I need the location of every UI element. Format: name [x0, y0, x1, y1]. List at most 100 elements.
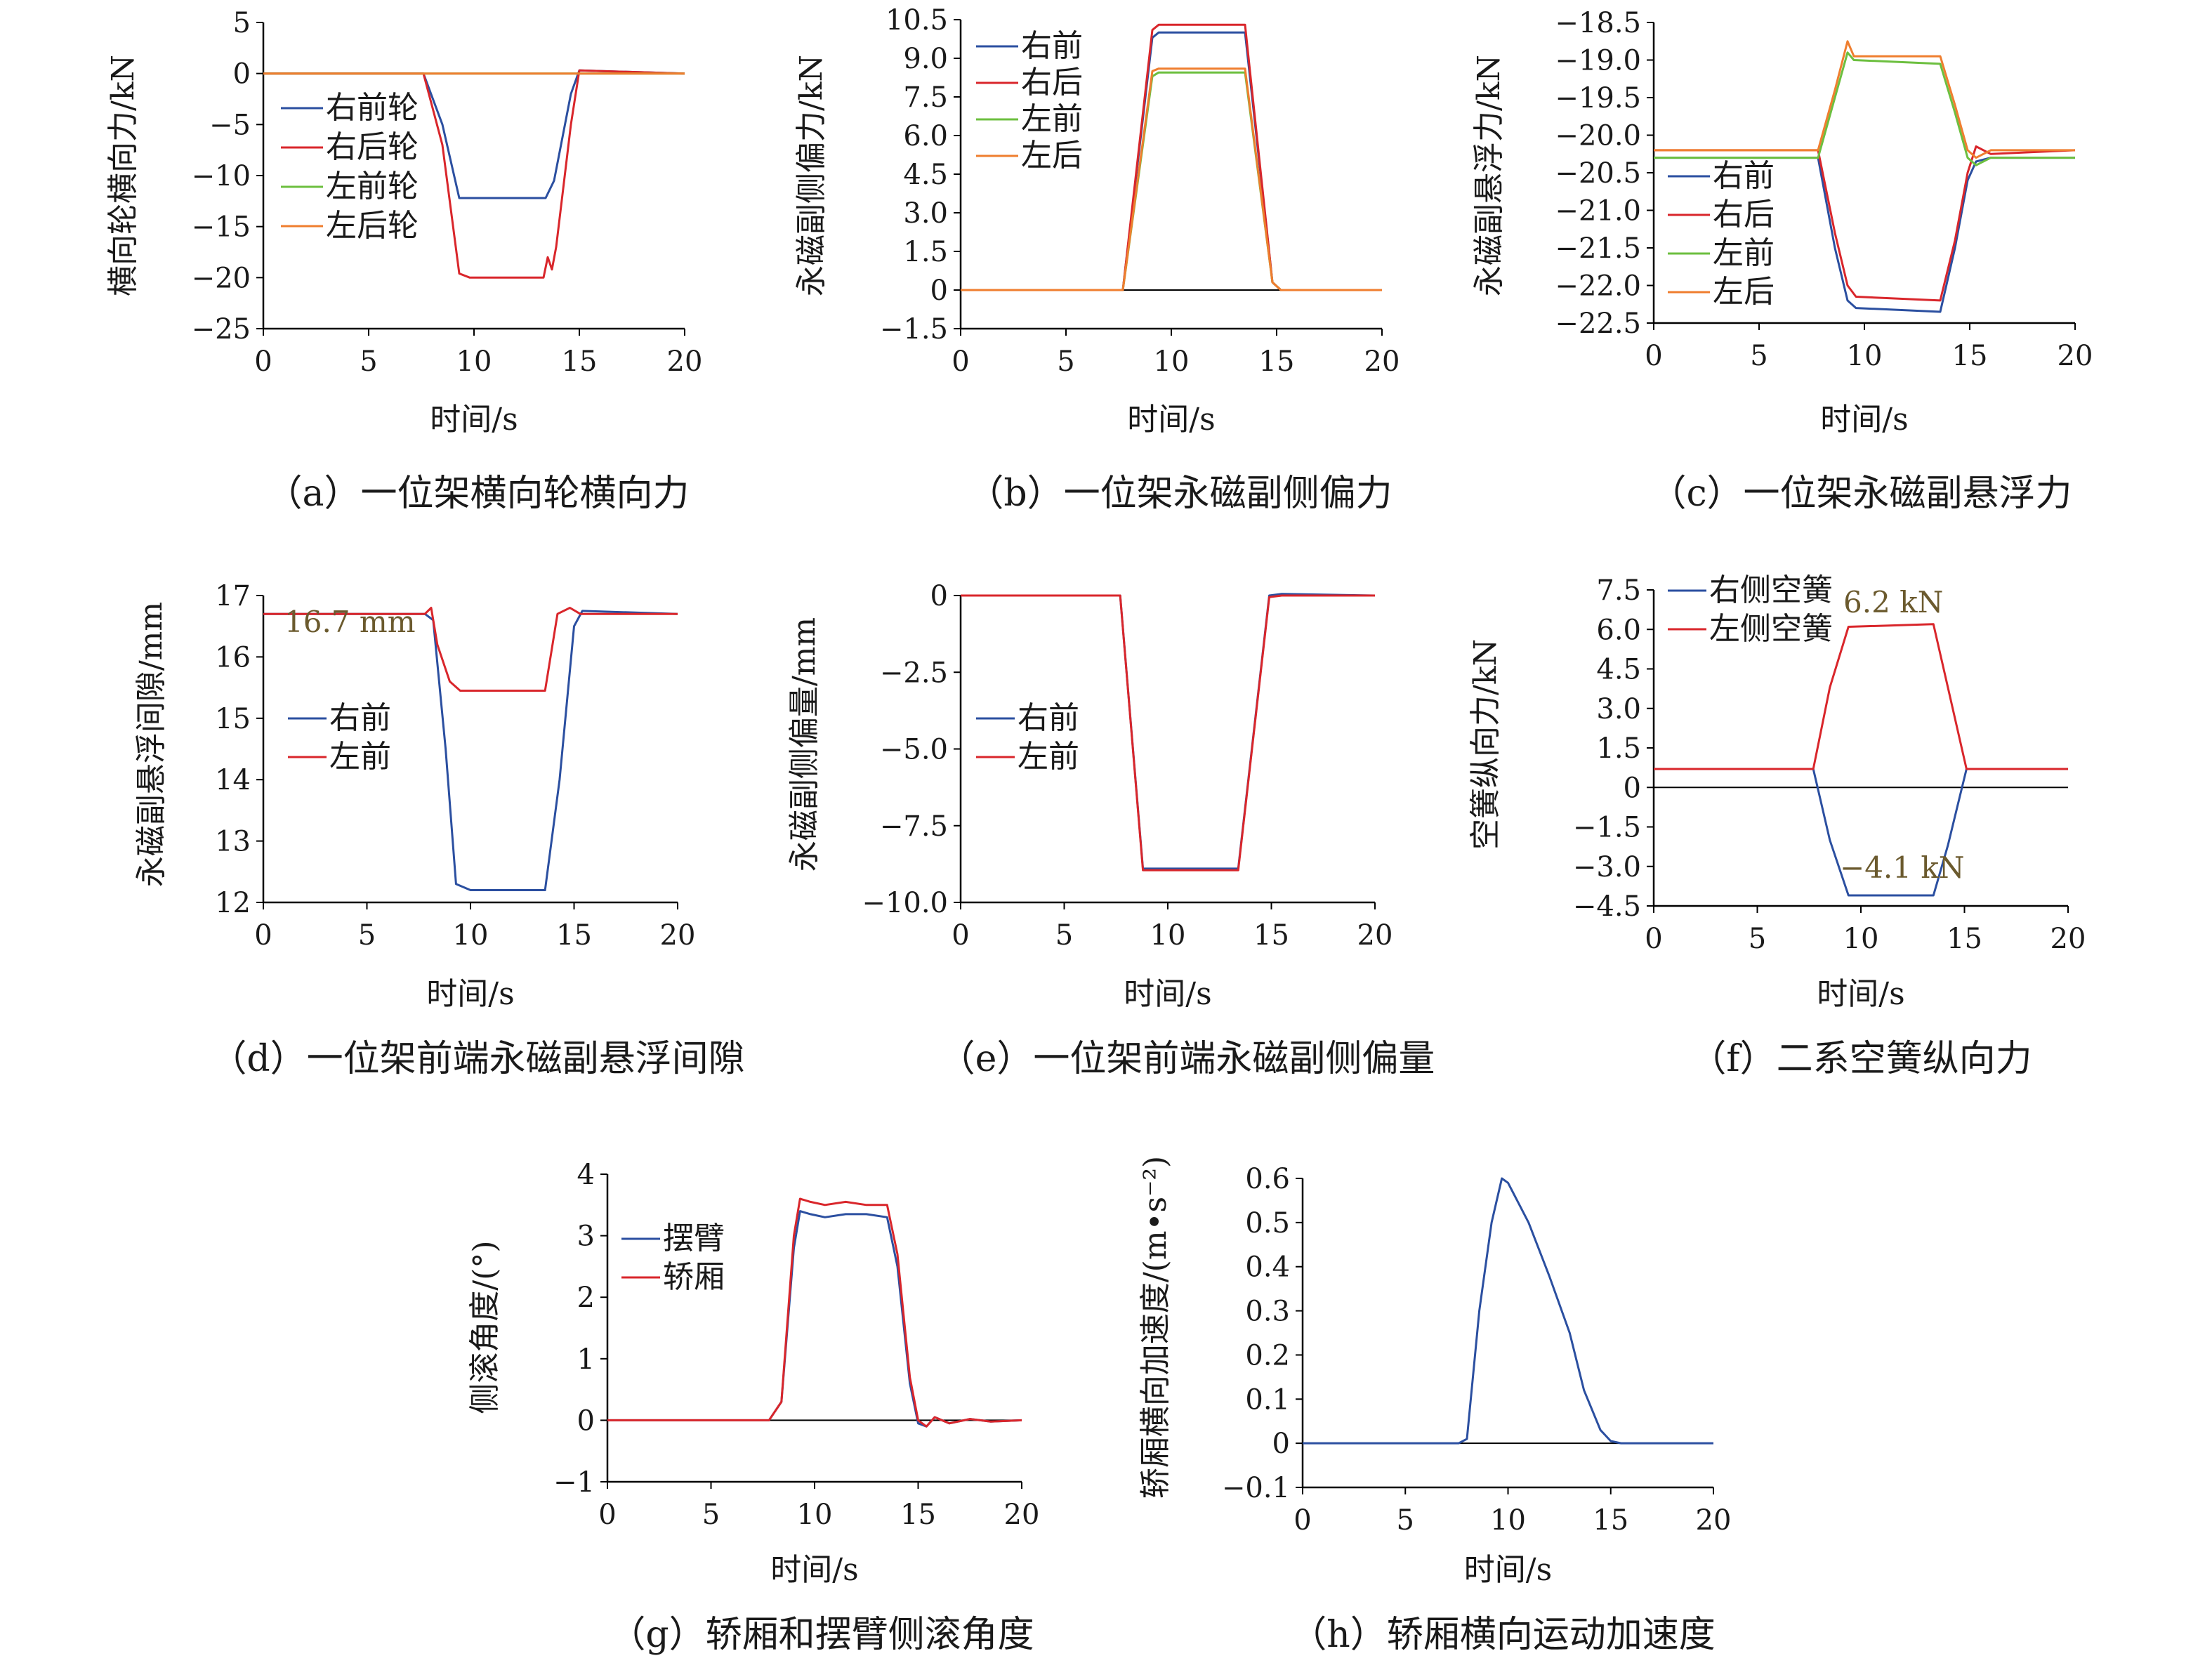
y-tick-label: 1 — [577, 1343, 595, 1376]
x-tick-label: 5 — [1057, 346, 1074, 378]
y-tick-label: 0 — [233, 58, 251, 91]
y-axis-label: 轿厢横向加速度/(m•s⁻²) — [1138, 1156, 1173, 1499]
x-tick-label: 10 — [797, 1499, 833, 1531]
y-tick-label: 0 — [930, 275, 948, 307]
y-tick-label: 0.1 — [1245, 1383, 1290, 1416]
x-tick-label: 15 — [1947, 923, 1982, 955]
y-tick-label: 3.0 — [1596, 693, 1641, 725]
y-tick-label: 10.5 — [886, 4, 948, 37]
y-axis-label: 永磁副悬浮力/kN — [1471, 55, 1507, 296]
y-axis-label: 永磁副侧偏量/mm — [786, 617, 822, 872]
y-tick-label: 1.5 — [903, 236, 948, 268]
x-axis-label: 时间/s — [770, 1552, 858, 1588]
y-tick-label: −1 — [553, 1466, 595, 1499]
y-axis-label: 空簧纵向力/kN — [1468, 639, 1503, 850]
series-line-f-1 — [1654, 768, 2068, 897]
y-tick-label: 0 — [1272, 1428, 1290, 1460]
panel-caption: （g）轿厢和摆臂侧滚角度 — [609, 1614, 1034, 1656]
chart-panel-b: 10.59.07.56.04.53.01.50−1.50 5 10 15 20时间/s永… — [794, 4, 1400, 515]
y-tick-label: −5 — [209, 109, 251, 141]
legend-label: 左前 — [1713, 235, 1775, 271]
legend-label: 左后轮 — [326, 208, 419, 244]
x-tick-label: 15 — [1253, 919, 1289, 952]
x-tick-label: 20 — [660, 919, 696, 952]
x-tick-label: 10 — [1490, 1504, 1526, 1537]
legend-label: 右前 — [1021, 28, 1083, 64]
x-tick-label: 15 — [562, 346, 598, 378]
series-line-g-2 — [607, 1197, 1022, 1428]
x-axis-label: 时间/s — [1817, 976, 1904, 1012]
y-tick-label: −20 — [192, 262, 251, 294]
chart-panel-c: −18.5 −19.0 −19.5 −20.0 −20.5 −21.0 −21.5 −22.0… — [1471, 7, 2093, 515]
y-tick-label: −7.5 — [880, 810, 948, 843]
x-tick-label: 10 — [1154, 346, 1190, 378]
series-line-e-2 — [961, 594, 1375, 872]
legend-label: 右前 — [1713, 158, 1775, 194]
y-tick-label: 0.2 — [1245, 1339, 1290, 1372]
y-tick-label: 3.0 — [903, 197, 948, 230]
y-tick-label: 6.0 — [903, 120, 948, 152]
x-tick-label: 0 — [598, 1499, 616, 1531]
x-tick-label: 20 — [1004, 1499, 1040, 1531]
x-tick-label: 0 — [952, 919, 969, 952]
y-tick-label: 0 — [577, 1405, 595, 1437]
panel-caption: （d）一位架前端永磁副悬浮间隙 — [210, 1038, 744, 1080]
y-tick-label: −25 — [192, 313, 251, 346]
x-tick-label: 10 — [456, 346, 492, 378]
series-line-c-3 — [1654, 51, 2075, 166]
x-tick-label: 15 — [1593, 1504, 1628, 1537]
panel-caption: （b）一位架永磁副侧偏力 — [967, 473, 1392, 515]
x-axis-label: 时间/s — [1124, 976, 1211, 1012]
y-tick-label: −21.0 — [1555, 195, 1641, 228]
y-tick-label: 5 — [233, 7, 251, 39]
x-tick-label: 0 — [1293, 1504, 1311, 1537]
y-tick-label: −19.5 — [1555, 82, 1641, 114]
y-tick-label: 0 — [930, 580, 948, 612]
x-tick-label: 20 — [1696, 1504, 1732, 1537]
y-tick-label: 17 — [215, 580, 251, 612]
y-tick-label: 0.3 — [1245, 1296, 1290, 1328]
y-tick-label: −15 — [192, 211, 251, 244]
y-tick-label: 0.4 — [1245, 1251, 1290, 1284]
x-tick-label: 15 — [556, 919, 592, 952]
y-tick-label: −3.0 — [1573, 851, 1641, 883]
y-tick-label: 4.5 — [903, 159, 948, 191]
y-axis-label: 永磁副侧偏力/kN — [794, 55, 829, 296]
panel-caption: （h）轿厢横向运动加速度 — [1290, 1614, 1716, 1656]
legend-label: 右后轮 — [326, 129, 419, 165]
panel-caption: （c）一位架永磁副悬浮力 — [1650, 473, 2072, 515]
series-line-c-1 — [1654, 157, 2075, 313]
y-tick-label: 3 — [577, 1221, 595, 1253]
x-tick-label: 5 — [360, 346, 377, 378]
panel-caption: （e）一位架前端永磁副侧偏量 — [939, 1038, 1435, 1080]
annotation-label: 16.7 mm — [284, 605, 416, 639]
x-tick-label: 5 — [1055, 919, 1073, 952]
series-line-h-1 — [1303, 1177, 1713, 1445]
y-tick-label: 15 — [215, 703, 251, 735]
y-tick-label: −5.0 — [880, 734, 948, 766]
y-tick-label: 6.0 — [1596, 614, 1641, 646]
series-line-a-2 — [263, 69, 685, 279]
series-line-d-1 — [263, 610, 678, 891]
x-tick-label: 15 — [900, 1499, 936, 1531]
legend-label: 右前 — [1018, 700, 1079, 736]
x-axis-label: 时间/s — [1464, 1552, 1552, 1588]
y-tick-label: −1.5 — [1573, 812, 1641, 844]
x-tick-label: 0 — [952, 346, 969, 378]
legend-label: 右后 — [1713, 197, 1775, 232]
y-tick-label: 9.0 — [903, 43, 948, 75]
x-tick-label: 20 — [1357, 919, 1393, 952]
y-tick-label: 7.5 — [1596, 574, 1641, 607]
y-tick-label: 4.5 — [1596, 654, 1641, 686]
y-tick-label: 2 — [577, 1282, 595, 1314]
y-tick-label: 12 — [215, 887, 251, 919]
y-axis-label: 横向轮横向力/kN — [105, 55, 141, 296]
x-axis-label: 时间/s — [1127, 402, 1215, 438]
x-tick-label: 0 — [1645, 923, 1662, 955]
series-line-c-2 — [1654, 145, 2076, 302]
x-tick-label: 0 — [254, 919, 272, 952]
